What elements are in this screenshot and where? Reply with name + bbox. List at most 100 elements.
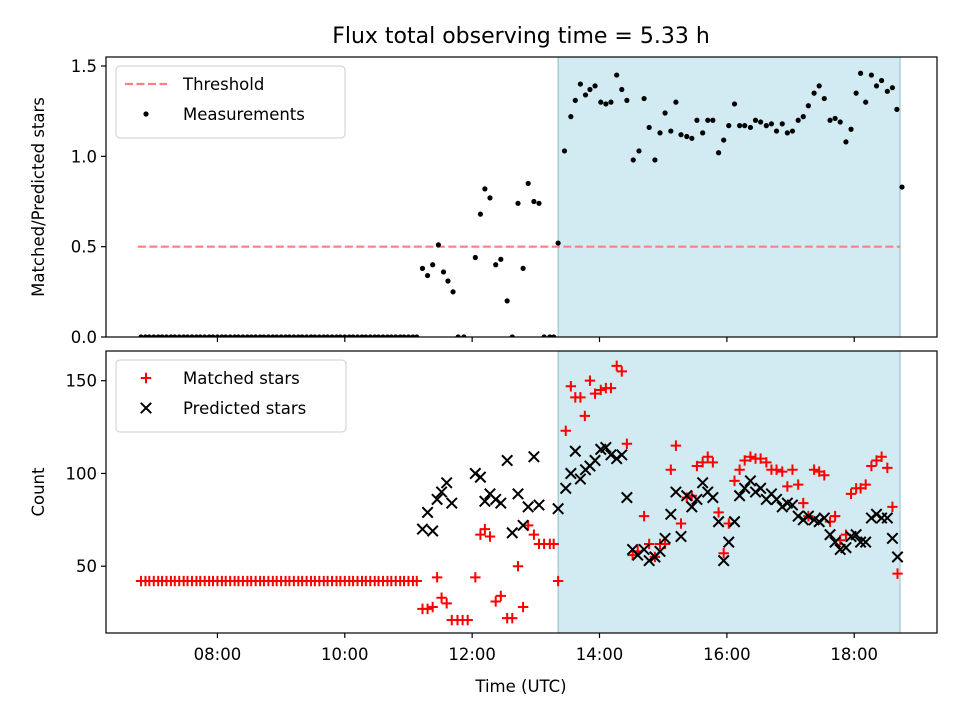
data-point bbox=[802, 510, 815, 523]
data-point bbox=[559, 482, 572, 495]
data-point bbox=[359, 334, 365, 337]
legend-label: Measurements bbox=[183, 105, 305, 124]
data-point bbox=[561, 148, 568, 154]
data-point bbox=[670, 486, 682, 498]
data-point bbox=[884, 88, 890, 94]
data-point bbox=[552, 575, 564, 587]
data-point bbox=[479, 523, 491, 535]
data-point bbox=[354, 334, 361, 337]
data-point bbox=[863, 99, 869, 105]
data-point bbox=[614, 72, 620, 78]
data-point bbox=[824, 516, 836, 527]
data-point bbox=[860, 479, 871, 490]
data-point bbox=[584, 375, 596, 386]
x-axis-label: Time (UTC) bbox=[474, 677, 566, 696]
data-point bbox=[493, 262, 499, 268]
panels-layer: 0.0 0.5 1.0 1.5 Matched/Predicted stars Thres… bbox=[29, 56, 938, 664]
data-point bbox=[388, 334, 394, 337]
data-point bbox=[350, 334, 356, 337]
plot-area bbox=[137, 70, 905, 337]
data-point bbox=[501, 454, 514, 467]
data-point bbox=[541, 334, 547, 337]
data-point bbox=[472, 254, 478, 261]
data-point bbox=[522, 500, 535, 513]
data-point bbox=[506, 526, 519, 539]
data-point bbox=[843, 139, 849, 145]
data-point bbox=[422, 603, 433, 615]
data-point bbox=[845, 488, 857, 500]
data-point bbox=[866, 460, 877, 472]
data-point bbox=[475, 529, 486, 540]
series-matched-stars bbox=[135, 360, 903, 626]
data-point bbox=[829, 536, 842, 548]
data-point bbox=[742, 123, 748, 129]
data-point bbox=[367, 334, 373, 337]
data-point bbox=[659, 532, 672, 545]
data-point bbox=[577, 81, 584, 87]
data-point bbox=[624, 97, 630, 103]
data-point bbox=[426, 525, 439, 537]
data-point bbox=[575, 392, 586, 403]
data-point bbox=[605, 448, 617, 461]
y-tick-label: 100 bbox=[66, 464, 98, 483]
axes-frame bbox=[105, 350, 938, 634]
data-point bbox=[342, 334, 348, 337]
legend: Matched stars Predicted stars bbox=[115, 359, 347, 433]
data-point bbox=[734, 464, 745, 475]
data-point bbox=[792, 479, 804, 490]
data-point bbox=[440, 269, 447, 275]
data-point bbox=[151, 334, 157, 337]
data-point bbox=[899, 184, 905, 190]
data-point bbox=[517, 601, 529, 613]
data-point bbox=[675, 518, 687, 529]
data-point bbox=[551, 334, 557, 337]
data-point bbox=[265, 334, 271, 337]
data-point bbox=[773, 128, 780, 134]
data-point bbox=[706, 491, 719, 504]
data-point bbox=[528, 529, 540, 540]
data-point bbox=[685, 500, 698, 513]
data-point bbox=[754, 482, 767, 495]
data-point bbox=[547, 334, 553, 337]
data-point bbox=[520, 265, 526, 271]
data-point bbox=[598, 99, 604, 105]
data-point bbox=[657, 130, 663, 136]
data-point bbox=[662, 110, 668, 116]
data-point bbox=[595, 384, 606, 396]
data-point bbox=[223, 334, 229, 337]
data-point bbox=[777, 466, 788, 477]
data-point bbox=[193, 334, 200, 337]
data-point bbox=[620, 491, 633, 504]
data-point bbox=[421, 506, 434, 519]
data-point bbox=[509, 334, 515, 337]
data-point bbox=[286, 334, 292, 337]
data-point bbox=[616, 366, 627, 377]
data-point bbox=[414, 334, 420, 337]
data-point bbox=[789, 128, 796, 134]
data-point bbox=[435, 486, 448, 498]
y-tick-label: 150 bbox=[66, 372, 98, 391]
data-point bbox=[816, 83, 822, 89]
data-point bbox=[736, 123, 743, 129]
data-point bbox=[763, 123, 769, 129]
series-measurements bbox=[138, 70, 905, 337]
x-tick-label: 10:00 bbox=[321, 645, 369, 664]
data-point bbox=[461, 334, 467, 337]
data-point bbox=[168, 334, 174, 337]
data-point bbox=[329, 334, 335, 337]
data-point bbox=[608, 99, 614, 105]
series-predicted-stars bbox=[416, 441, 904, 567]
legend-x-marker bbox=[140, 402, 152, 414]
data-point bbox=[375, 334, 382, 337]
data-point bbox=[881, 512, 894, 524]
data-point bbox=[819, 470, 830, 481]
x-tick-label: 12:00 bbox=[448, 645, 496, 664]
data-point bbox=[424, 272, 431, 279]
data-point bbox=[636, 148, 642, 154]
data-point bbox=[611, 360, 622, 372]
data-point bbox=[504, 298, 510, 304]
data-point bbox=[728, 515, 741, 528]
data-point bbox=[589, 388, 601, 399]
data-point bbox=[484, 531, 496, 542]
data-point bbox=[745, 451, 756, 462]
